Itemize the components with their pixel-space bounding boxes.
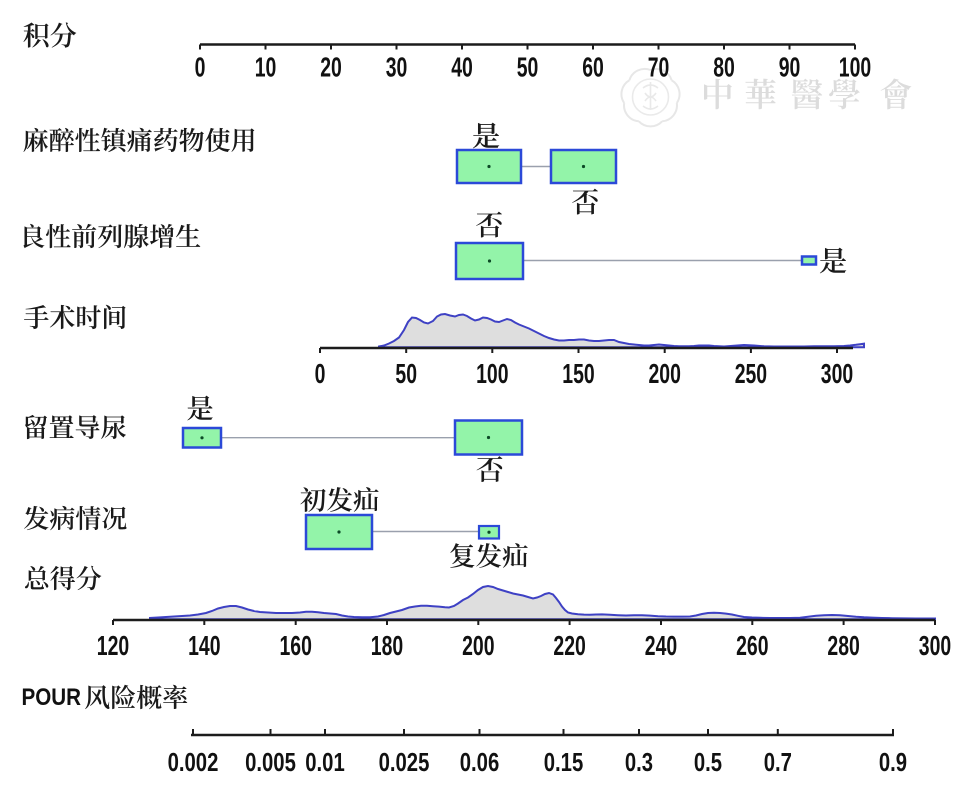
svg-text:0.005: 0.005 xyxy=(245,747,296,777)
svg-text:10: 10 xyxy=(255,52,277,83)
svg-text:0.5: 0.5 xyxy=(694,747,722,777)
svg-text:0.06: 0.06 xyxy=(460,747,500,777)
svg-text:60: 60 xyxy=(582,52,604,83)
svg-text:0.15: 0.15 xyxy=(544,747,584,777)
svg-text:150: 150 xyxy=(562,358,594,389)
svg-text:20: 20 xyxy=(320,52,342,83)
svg-text:300: 300 xyxy=(919,630,951,661)
svg-text:180: 180 xyxy=(371,630,403,661)
svg-text:0.002: 0.002 xyxy=(168,747,219,777)
svg-text:0.7: 0.7 xyxy=(764,747,792,777)
svg-text:0.01: 0.01 xyxy=(305,747,345,777)
svg-text:50: 50 xyxy=(517,52,539,83)
svg-text:0.025: 0.025 xyxy=(379,747,430,777)
svg-text:200: 200 xyxy=(462,630,494,661)
svg-text:90: 90 xyxy=(779,52,801,83)
svg-text:300: 300 xyxy=(821,358,853,389)
svg-text:100: 100 xyxy=(839,52,871,83)
svg-text:50: 50 xyxy=(395,358,417,389)
svg-text:40: 40 xyxy=(451,52,473,83)
svg-text:70: 70 xyxy=(648,52,670,83)
svg-text:0.9: 0.9 xyxy=(879,747,907,777)
svg-text:120: 120 xyxy=(97,630,129,661)
svg-text:30: 30 xyxy=(386,52,408,83)
svg-text:220: 220 xyxy=(553,630,585,661)
svg-text:240: 240 xyxy=(645,630,677,661)
svg-text:80: 80 xyxy=(713,52,735,83)
svg-text:140: 140 xyxy=(188,630,220,661)
svg-text:260: 260 xyxy=(736,630,768,661)
svg-text:160: 160 xyxy=(280,630,312,661)
svg-text:200: 200 xyxy=(649,358,681,389)
svg-text:100: 100 xyxy=(476,358,508,389)
svg-text:POUR: POUR xyxy=(22,684,82,711)
svg-text:0: 0 xyxy=(195,52,206,83)
svg-text:0: 0 xyxy=(315,358,326,389)
svg-text:250: 250 xyxy=(735,358,767,389)
svg-text:0.3: 0.3 xyxy=(625,747,653,777)
svg-text:280: 280 xyxy=(827,630,859,661)
